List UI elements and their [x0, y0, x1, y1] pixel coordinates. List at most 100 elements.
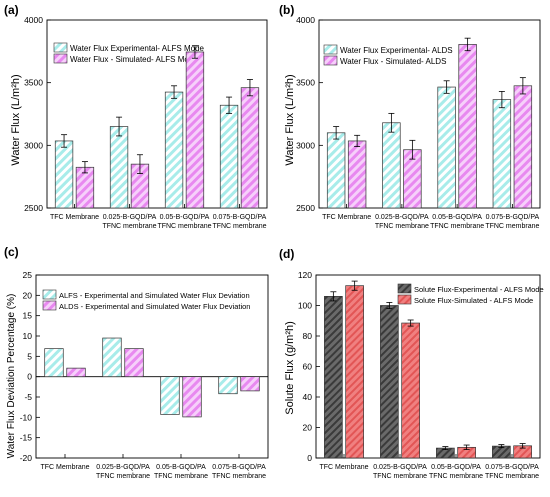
panel-b-legend-swatch-1	[323, 44, 338, 55]
panel-c-letter: (c)	[4, 245, 19, 259]
panel-a-legend-swatch-2	[53, 53, 68, 64]
panel-c-ytick-label: -5	[24, 392, 32, 402]
panel-a-xtick-label: TFNC membrane	[157, 223, 211, 230]
panel-a-bar	[219, 104, 239, 209]
panel-c-ytick-label: 25	[23, 270, 33, 280]
panel-b-letter: (b)	[279, 3, 294, 17]
panel-a-bar	[240, 87, 260, 209]
panel-c-bar	[182, 376, 202, 418]
panel-d-xtick-label: TFNC membrane	[485, 473, 539, 480]
panel-c-ytick-label: 5	[27, 351, 32, 361]
panel-a-ytick-label: 3500	[24, 78, 43, 88]
panel-d-legend-swatch-2	[397, 294, 412, 305]
panel-d-xtick-label: TFNC membrane	[373, 473, 427, 480]
panel-c-frame	[35, 274, 269, 459]
panel-c-xtick-label: 0.075-B-GQD/PA	[212, 464, 266, 471]
panel-b-ytick-label: 3500	[296, 78, 315, 88]
panel-d-ylabel: Solute Flux (g/m²h)	[284, 321, 296, 415]
panel-b-ytick-label: 2500	[296, 203, 315, 213]
panel-c-ytick-label: 15	[23, 311, 33, 321]
panel-d-bar	[324, 296, 343, 459]
panel-b-ylabel: Water Flux (L/m²h)	[284, 74, 296, 165]
panel-d-legend-label-2: Solute Flux-Simulated - ALFS Mode	[414, 296, 533, 305]
panel-b-frame	[318, 19, 541, 209]
panel-d-plot: 0 20 40 60 80 100 120 TFC Membrane 0.025-B-GQD/P…	[298, 270, 541, 480]
panel-a-xtick-label: 0.075-B-GQD/PA	[213, 214, 267, 221]
panel-c-bar	[160, 376, 180, 415]
panel-c-xtick-label: TFNC membrane	[212, 473, 266, 480]
panel-b-xtick-label: 0.025-B-GQD/PA	[375, 214, 429, 221]
panel-b-bar	[492, 99, 512, 209]
panel-a-xtick-label: 0.05-B-GQD/PA	[160, 214, 210, 221]
panel-b-legend-label-1: Water Flux Experimental- ALDS	[340, 46, 453, 55]
panel-a-ylabel: Water Flux (L/m²h)	[10, 74, 22, 165]
panel-c-legend-label-2: ALDS - Experimental and Simulated Water …	[59, 302, 250, 311]
panel-b-xtick-label: TFNC membrane	[430, 223, 484, 230]
panel-c-ytick-label: 20	[23, 290, 33, 300]
panel-d-xtick-label: TFC Membrane	[319, 464, 368, 471]
panel-c-ytick-label: 10	[23, 331, 33, 341]
panel-b-ytick-label: 3000	[296, 140, 315, 150]
panel-b-xtick-label: 0.05-B-GQD/PA	[432, 214, 482, 221]
panel-c-ytick-label: 0	[27, 372, 32, 382]
panel-a-xtick-label: 0.025-B-GQD/PA	[103, 214, 157, 221]
panel-b-bar	[382, 122, 401, 209]
panel-b-xtick-label: 0.075-B-GQD/PA	[486, 214, 540, 221]
panel-a-xtick-label: TFNC membrane	[212, 223, 266, 230]
panel-b-bar	[326, 132, 346, 209]
panel-d-bar	[380, 305, 399, 459]
panel-c-xtick-label: TFC Membrane	[40, 464, 89, 471]
panel-b-bar	[437, 86, 456, 209]
panel-d-ytick-label: 0	[307, 453, 312, 463]
panel-b-legend-label-2: Water Flux - Simulated- ALDS	[340, 57, 446, 66]
panel-b-ytick-label: 4000	[296, 15, 315, 25]
panel-a-plot: 2500 3000 3500 4000 TFC Membrane 0.025-B-GQD/…	[24, 15, 268, 230]
panel-c-legend-swatch-1	[42, 289, 57, 300]
panel-a-bar	[75, 166, 95, 209]
panel-c-ytick-label: -15	[20, 433, 33, 443]
panel-b-xtick-label: TFNC membrane	[375, 223, 429, 230]
panel-a-bar	[109, 126, 129, 209]
panel-d-xtick-label: 0.075-B-GQD/PA	[485, 464, 539, 471]
panel-c-bar	[240, 376, 260, 392]
panel-c-ytick-label: -10	[20, 412, 33, 422]
panel-d-ytick-label: 120	[298, 270, 312, 280]
panel-d-xtick-label: 0.05-B-GQD/PA	[431, 464, 481, 471]
panel-a-legend-label-1: Water Flux Experimental- ALFS Mode	[70, 44, 205, 53]
panel-d-ytick-label: 60	[303, 362, 313, 372]
panel-d-xtick-label: 0.025-B-GQD/PA	[373, 464, 427, 471]
panel-d-letter: (d)	[279, 247, 294, 261]
panel-b-xtick-label: TFC Membrane	[322, 214, 371, 221]
panel-a-xtick-label: TFNC membrane	[102, 223, 156, 230]
panel-d-legend-swatch-1	[397, 283, 412, 294]
panel-a-bar	[54, 140, 74, 209]
panel-a-xtick-label: TFC Membrane	[50, 214, 99, 221]
panel-d-bar	[345, 285, 364, 459]
panel-d-ytick-label: 80	[303, 331, 313, 341]
panel-b-bar	[347, 140, 367, 209]
panel-d-bar	[401, 322, 420, 459]
panel-c-legend-label-1: ALFS - Experimental and Simulated Water …	[59, 291, 250, 300]
panel-a-ytick-label: 2500	[24, 203, 43, 213]
panel-b-legend-swatch-2	[323, 55, 338, 66]
panel-a-letter: (a)	[4, 3, 19, 17]
panel-a-bar	[164, 91, 184, 209]
panel-c-xtick-label: TFNC membrane	[154, 473, 208, 480]
panel-c-bar	[218, 376, 238, 395]
panel-c-xtick-label: TFNC membrane	[96, 473, 150, 480]
panel-a-legend-swatch-1	[53, 42, 68, 53]
panel-d-xtick-label: TFNC membrane	[429, 473, 483, 480]
panel-b-bar	[513, 85, 533, 209]
panel-a-frame	[46, 19, 268, 209]
panel-c-bar	[44, 348, 64, 378]
panel-c-plot: -20 -15 -10 -5 0 5 10 15 20 25 TFC Membrane 0.025-B…	[20, 270, 269, 480]
panel-c-ytick-label: -20	[20, 453, 33, 463]
panel-c-xtick-label: 0.05-B-GQD/PA	[156, 464, 206, 471]
panel-d-ytick-label: 20	[303, 423, 313, 433]
panel-b-xtick-label: TFNC membrane	[485, 223, 539, 230]
panel-c-legend-swatch-2	[42, 300, 57, 311]
panel-c-bar	[102, 337, 122, 378]
panel-d-legend-label-1: Solute Flux-Experimental - ALFS Mode	[414, 285, 544, 294]
